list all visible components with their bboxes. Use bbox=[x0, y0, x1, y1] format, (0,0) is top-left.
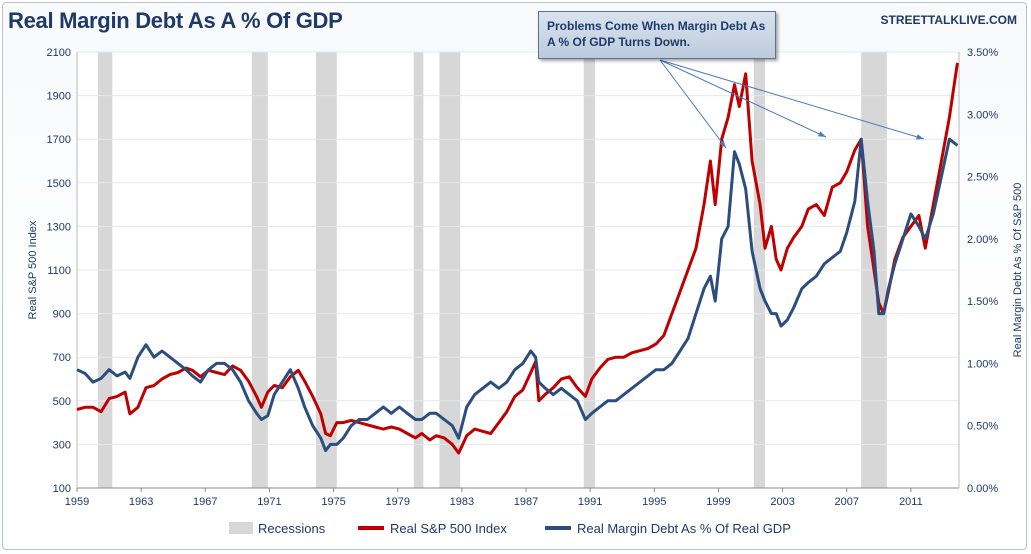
x-tick-label: 1959 bbox=[65, 496, 89, 508]
y-right-tick-label: 0.00% bbox=[967, 483, 998, 495]
x-tick-label: 2003 bbox=[770, 496, 794, 508]
margin-debt-line bbox=[76, 137, 959, 453]
y-right-tick-label: 2.00% bbox=[967, 234, 998, 246]
y-left-tick-label: 1900 bbox=[47, 91, 71, 103]
annotation-arrowhead bbox=[719, 140, 726, 148]
y-right-tick-label: 0.50% bbox=[967, 421, 998, 433]
brand-label: STREETTALKLIVE.COM bbox=[880, 13, 1017, 27]
y-left-tick-label: 1100 bbox=[47, 265, 71, 277]
x-tick-label: 1995 bbox=[642, 496, 666, 508]
y-left-tick-label: 500 bbox=[53, 396, 71, 408]
x-tick-label: 1991 bbox=[578, 496, 602, 508]
y-left-tick-label: 1300 bbox=[47, 221, 71, 233]
x-tick-label: 1979 bbox=[385, 496, 409, 508]
legend-swatch-recessions bbox=[229, 522, 253, 534]
y-left-tick-label: 2100 bbox=[47, 47, 71, 59]
x-tick-label: 1963 bbox=[129, 496, 153, 508]
annotation-arrowhead bbox=[916, 134, 924, 140]
x-tick-label: 1987 bbox=[514, 496, 538, 508]
y-left-tick-label: 700 bbox=[53, 352, 71, 364]
y-right-axis-title: Real Margin Debt As % Of S&P 500 bbox=[1012, 183, 1024, 358]
x-tick-label: 1999 bbox=[706, 496, 730, 508]
y-right-tick-label: 1.50% bbox=[967, 296, 998, 308]
annotation-arrow bbox=[659, 59, 827, 138]
x-tick-label: 1967 bbox=[193, 496, 217, 508]
y-left-tick-label: 300 bbox=[53, 439, 71, 451]
x-tick-label: 2011 bbox=[899, 496, 923, 508]
annotation-arrow bbox=[659, 59, 925, 140]
y-left-tick-label: 900 bbox=[53, 309, 71, 321]
y-left-axis-title: Real S&P 500 Index bbox=[27, 220, 39, 319]
y-right-tick-label: 2.50% bbox=[967, 172, 998, 184]
x-tick-label: 1983 bbox=[450, 496, 474, 508]
y-left-tick-label: 100 bbox=[53, 483, 71, 495]
x-tick-label: 1975 bbox=[321, 496, 345, 508]
chart-title: Real Margin Debt As A % Of GDP bbox=[8, 8, 343, 33]
annotation-arrow bbox=[659, 59, 727, 149]
annotation-arrowhead bbox=[818, 131, 826, 137]
y-right-tick-label: 3.00% bbox=[967, 109, 998, 121]
y-right-tick-label: 1.00% bbox=[967, 358, 998, 370]
legend-label-margin-debt: Real Margin Debt As % Of Real GDP bbox=[577, 521, 791, 536]
x-tick-label: 1971 bbox=[257, 496, 281, 508]
legend-label-recessions: Recessions bbox=[258, 521, 326, 536]
sp500-line bbox=[76, 62, 959, 455]
y-left-tick-label: 1700 bbox=[47, 134, 71, 146]
y-right-tick-label: 3.50% bbox=[967, 47, 998, 59]
y-left-tick-label: 1500 bbox=[47, 178, 71, 190]
legend-label-sp500: Real S&P 500 Index bbox=[390, 521, 507, 536]
annotation-box: Problems Come When Margin Debt As A % Of… bbox=[538, 11, 776, 59]
x-tick-label: 2007 bbox=[835, 496, 859, 508]
